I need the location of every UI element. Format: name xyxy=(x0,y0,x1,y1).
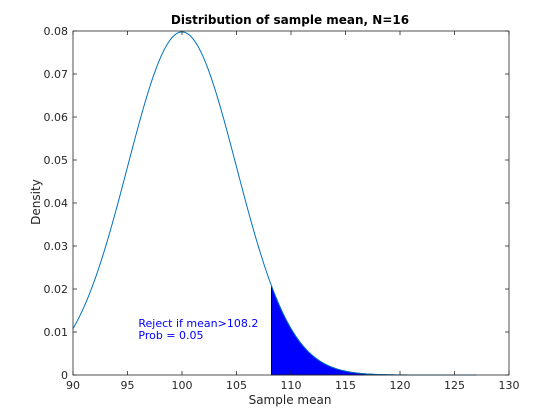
y-tick-label: 0.06 xyxy=(44,111,69,124)
x-tick-label: 100 xyxy=(172,379,193,392)
x-tick-label: 120 xyxy=(390,379,411,392)
x-tick-label: 130 xyxy=(499,379,520,392)
y-axis-label: Density xyxy=(29,179,43,225)
x-axis-label: Sample mean xyxy=(249,393,332,407)
probability-annotation: Prob = 0.05 xyxy=(138,329,203,342)
y-tick-label: 0.04 xyxy=(44,197,69,210)
y-tick-label: 0.05 xyxy=(44,154,69,167)
y-tick-label: 0.02 xyxy=(44,283,69,296)
chart-title: Distribution of sample mean, N=16 xyxy=(171,13,409,27)
y-tick-label: 0.08 xyxy=(44,25,69,38)
reject-annotation: Reject if mean>108.2 xyxy=(138,317,258,330)
y-tick-label: 0.01 xyxy=(44,326,69,339)
axes: 90 95 100 105 110 115 120 125 130 0 0.01 0.02 0.03 0.… xyxy=(44,25,520,392)
x-tick-label: 125 xyxy=(444,379,465,392)
x-tick-label: 115 xyxy=(335,379,356,392)
y-tick-label: 0.07 xyxy=(44,68,69,81)
x-tick-label: 110 xyxy=(281,379,302,392)
rejection-region-area xyxy=(270,285,477,376)
x-tick-label: 95 xyxy=(121,379,135,392)
x-tick-label: 105 xyxy=(226,379,247,392)
y-tick-label: 0.03 xyxy=(44,240,69,253)
y-tick-label: 0 xyxy=(61,369,68,382)
x-tick-label: 90 xyxy=(66,379,80,392)
